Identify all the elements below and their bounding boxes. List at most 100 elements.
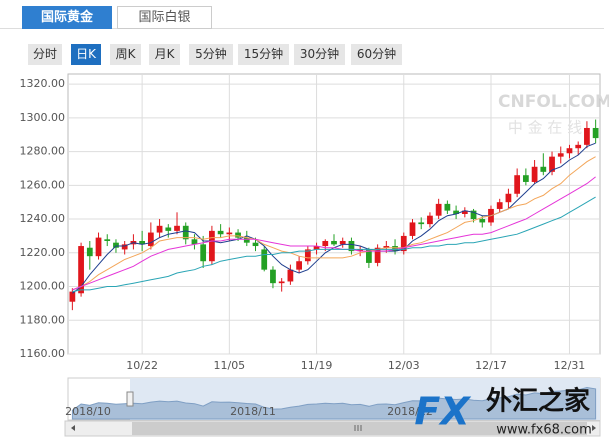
candle-body	[287, 269, 294, 282]
candle-body	[156, 225, 163, 233]
moving-average-line	[72, 196, 596, 293]
y-tick-label: 1240.00	[20, 212, 66, 225]
candle-body	[78, 246, 84, 294]
candle-body	[182, 225, 189, 240]
logo-url: www.fx68.com	[496, 423, 592, 438]
navigator-label: 2018/10	[65, 405, 111, 418]
candle-body	[322, 240, 329, 247]
candle-body	[557, 153, 564, 157]
candle-body	[139, 240, 146, 245]
candle-body	[209, 230, 215, 262]
candle-body	[339, 240, 346, 245]
candle-body	[549, 156, 555, 172]
navigator-handle[interactable]	[126, 391, 134, 407]
y-tick-label: 1280.00	[20, 145, 66, 158]
y-tick-label: 1320.00	[20, 77, 66, 90]
navigator-label: 2018/12	[387, 405, 433, 418]
moving-average-line	[72, 156, 596, 291]
y-tick-label: 1160.00	[20, 347, 66, 360]
candle-body	[470, 210, 477, 220]
candle-body	[453, 210, 459, 214]
watermark: CNFOL.COM	[498, 92, 609, 112]
candle-body	[392, 246, 398, 252]
candle-body	[409, 222, 416, 236]
candle-body	[584, 127, 590, 145]
y-tick-label: 1180.00	[20, 313, 66, 326]
candle-body	[243, 237, 250, 243]
navigator-label: 2018/11	[230, 405, 276, 418]
candle-body	[374, 247, 381, 263]
candle-body	[235, 232, 241, 238]
candle-body	[575, 144, 582, 149]
candle-body	[427, 215, 433, 225]
candle-body	[304, 249, 311, 262]
candle-body	[383, 246, 390, 248]
scroll-right[interactable]	[592, 425, 596, 431]
candle-body	[313, 246, 320, 250]
candle-body	[435, 203, 442, 216]
candle-body	[461, 210, 468, 214]
candle-body	[514, 175, 521, 194]
period-button[interactable]: 周K	[110, 44, 141, 65]
candle-body	[121, 244, 128, 250]
candle-body	[531, 166, 538, 182]
candle-body	[366, 249, 372, 263]
x-tick-label: 11/05	[213, 359, 245, 372]
x-tick-label: 12/03	[388, 359, 420, 372]
logo-fx: FX	[414, 390, 471, 434]
x-tick-label: 11/19	[301, 359, 333, 372]
candle-body	[270, 269, 276, 284]
navigator-area	[71, 386, 597, 420]
logo-name: 外汇之家	[486, 386, 590, 417]
y-tick-label: 1220.00	[20, 246, 66, 259]
candle-body	[261, 249, 268, 270]
candle-body	[357, 249, 364, 252]
market-tab[interactable]: 国际黄金	[22, 6, 112, 29]
candle-body	[331, 240, 337, 245]
candle-body	[540, 166, 547, 172]
candle-body	[86, 247, 93, 257]
candle-body	[113, 242, 119, 248]
candle-body	[252, 242, 259, 247]
x-tick-label: 12/31	[554, 359, 586, 372]
market-tab[interactable]: 国际白银	[117, 6, 212, 29]
candle-body	[444, 203, 451, 211]
candle-body	[200, 244, 207, 262]
period-button[interactable]: 日K	[71, 44, 101, 65]
candle-body	[505, 193, 512, 203]
candle-body	[226, 232, 233, 235]
candle-body	[95, 237, 102, 257]
period-button[interactable]: 60分钟	[351, 44, 402, 65]
scroll-left[interactable]	[71, 425, 75, 431]
candle-body	[592, 127, 599, 139]
candle-body	[522, 175, 529, 182]
candle-body	[174, 225, 180, 231]
moving-average-line	[72, 176, 596, 291]
candle-body	[400, 235, 407, 252]
candle-body	[165, 227, 172, 231]
candle-body	[566, 148, 573, 154]
candle-body	[479, 219, 486, 223]
scrollbar-thumb[interactable]	[132, 422, 587, 435]
y-tick-label: 1300.00	[20, 111, 66, 124]
period-button[interactable]: 15分钟	[238, 44, 289, 65]
candle-body	[69, 291, 76, 302]
y-tick-label: 1200.00	[20, 280, 66, 293]
x-tick-label: 10/22	[126, 359, 158, 372]
period-button[interactable]: 5分钟	[189, 44, 233, 65]
candle-body	[104, 239, 111, 241]
scroll-grip	[354, 425, 362, 431]
period-button[interactable]: 分时	[28, 44, 62, 65]
watermark-sub: 中 金 在 线	[508, 119, 582, 137]
plot-frame	[67, 73, 601, 355]
candle-body	[278, 281, 285, 284]
candle-body	[496, 202, 503, 209]
tab-divider	[0, 28, 604, 29]
period-button[interactable]: 30分钟	[294, 44, 345, 65]
period-button[interactable]: 月K	[149, 44, 180, 65]
y-tick-label: 1260.00	[20, 178, 66, 191]
candle-body	[348, 240, 355, 252]
candle-body	[217, 230, 224, 235]
